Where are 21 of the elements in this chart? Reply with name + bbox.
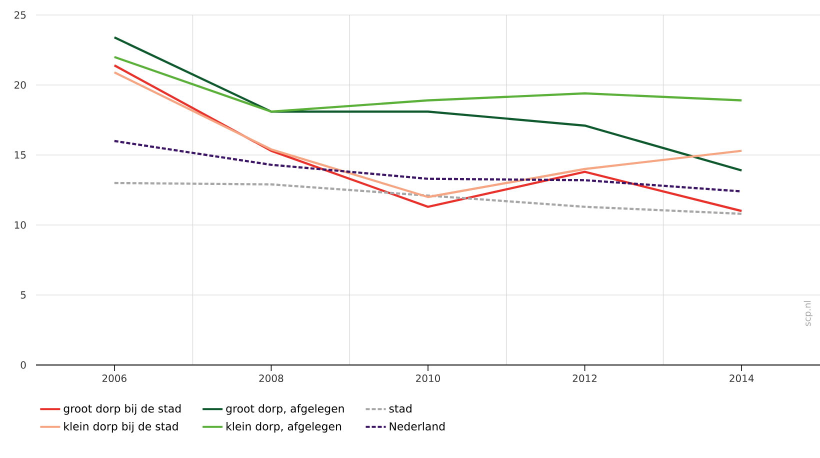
legend-label: stad [389,404,412,413]
annotation: scp.nl [804,300,812,326]
legend-label: klein dorp, afgelegen [226,422,342,433]
legend-label: klein dorp bij de stad [64,422,178,433]
y-tick-label: 5 [20,291,26,299]
y-tick-label: 20 [14,81,26,89]
line-series [113,36,743,172]
x-tick-label: 2012 [572,374,596,382]
x-tick-label: 2014 [730,374,754,382]
line-series [113,182,743,215]
x-tick-label: 2006 [102,374,126,382]
y-tick-label: 0 [20,361,26,369]
y-tick-label: 15 [14,151,26,159]
legend-label: groot dorp bij de stad [64,404,181,415]
x-tick-label: 2008 [259,374,284,382]
legend-label: Nederland [390,422,445,430]
legend-label: groot dorp, afgelegen [226,404,344,415]
y-tick-label: 10 [14,221,26,229]
y-tick-label: 25 [14,11,26,19]
x-tick-label: 2010 [416,374,440,382]
line-series [113,56,743,113]
